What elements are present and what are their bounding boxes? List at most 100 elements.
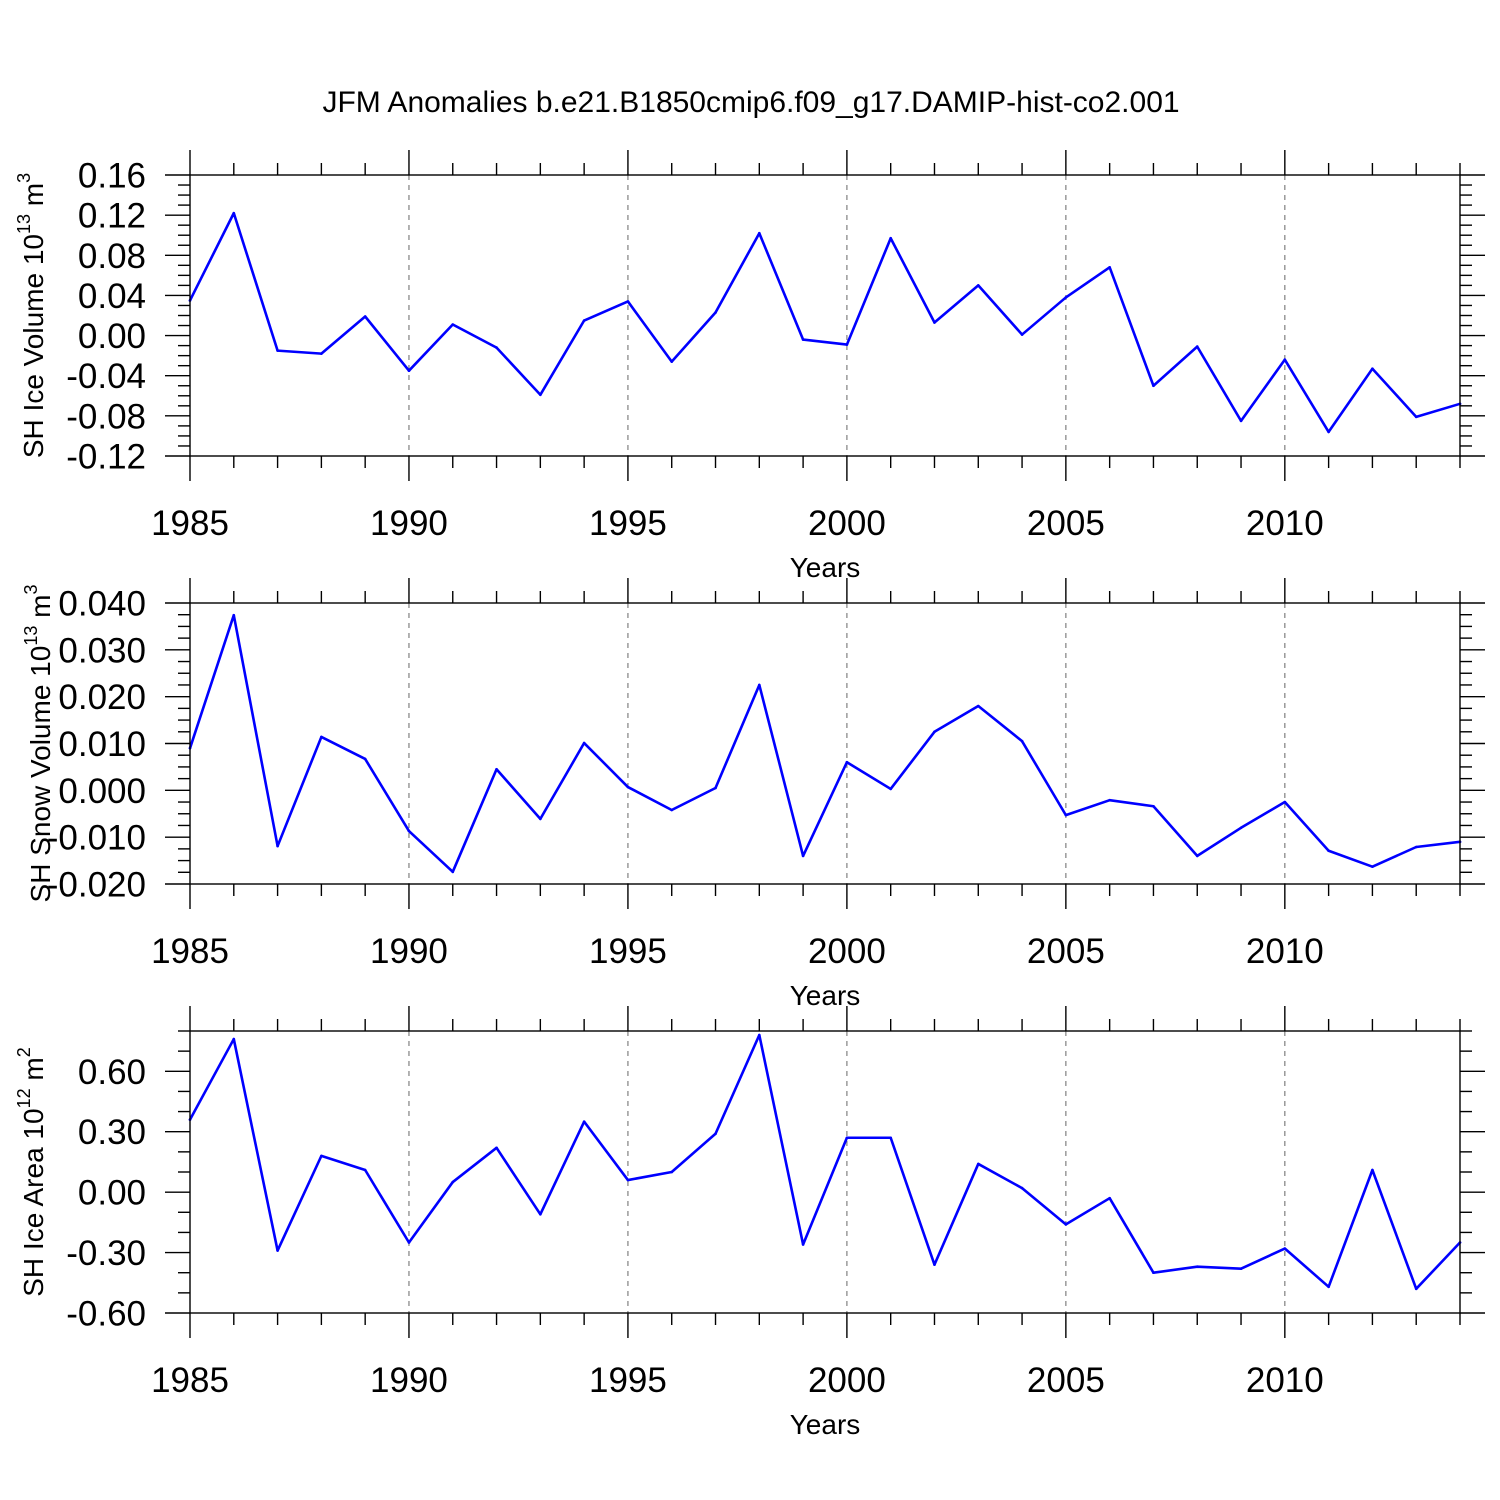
data-point-2005 [1064, 813, 1068, 817]
data-point-2010 [1283, 1247, 1287, 1250]
data-point-1998 [758, 683, 761, 687]
data-point-2002 [933, 321, 936, 324]
data-point-2009 [1239, 1267, 1243, 1270]
y-axis-title-text: m [25, 595, 56, 626]
data-point-1988 [320, 352, 323, 355]
data-point-1989 [363, 1168, 367, 1172]
x-tick-label: 2005 [1027, 1361, 1105, 1400]
y-tick-label: 0.000 [58, 772, 146, 811]
data-point-1990 [407, 829, 411, 833]
x-tick-label: 1985 [151, 1361, 229, 1400]
x-tick-label: 2005 [1027, 932, 1105, 971]
data-point-2002 [933, 730, 936, 734]
x-axis-title: Years [790, 980, 861, 1011]
y-axis-title-text: SH Ice Volume 10 [18, 234, 49, 458]
data-point-2006 [1108, 266, 1111, 269]
y-axis-title-text: m [18, 1057, 49, 1088]
data-point-2009 [1239, 419, 1243, 423]
y-axis-title-superscript: 2 [14, 1047, 34, 1057]
data-point-2012 [1371, 865, 1374, 868]
y-axis-title-text: SH Ice Area 10 [18, 1108, 49, 1296]
x-axis-ticks [189, 150, 1461, 481]
data-point-2013 [1414, 415, 1418, 419]
x-tick-label: 2000 [808, 1361, 886, 1400]
data-point-2003 [976, 704, 980, 708]
data-point-1994 [582, 319, 586, 322]
data-point-2000 [845, 1136, 849, 1140]
y-tick-label: -0.30 [66, 1234, 146, 1273]
x-tick-label: 2000 [808, 504, 886, 543]
data-point-2000 [845, 760, 849, 764]
data-point-2013 [1414, 1287, 1418, 1291]
data-point-1994 [582, 741, 586, 745]
y-tick-label: 0.08 [78, 237, 146, 276]
figure-title: JFM Anomalies b.e21.B1850cmip6.f09_g17.D… [322, 86, 1179, 119]
data-point-1988 [320, 1154, 323, 1158]
y-tick-label: 0.04 [78, 277, 146, 316]
data-point-1999 [801, 854, 805, 858]
data-point-2005 [1064, 1223, 1068, 1226]
data-point-1997 [714, 1132, 717, 1136]
data-point-1991 [451, 870, 455, 874]
data-point-1997 [714, 786, 717, 790]
chart-panel-1: 1985 1990 1995 2000 2005 2010 0.160.120.080.04… [14, 150, 1485, 583]
series-line [188, 211, 1462, 434]
x-axis-ticks [189, 578, 1461, 909]
y-tick-label: -0.60 [66, 1295, 146, 1334]
x-tick-label: 2000 [808, 932, 886, 971]
data-point-2008 [1195, 854, 1199, 858]
x-tick-label: 1985 [151, 932, 229, 971]
data-point-2001 [889, 236, 892, 240]
y-tick-label: 0.12 [78, 197, 146, 236]
data-point-2012 [1371, 367, 1374, 370]
data-point-2010 [1283, 358, 1287, 361]
y-tick-label: 0.030 [58, 631, 146, 670]
data-point-2008 [1195, 1265, 1199, 1268]
y-tick-label: 0.00 [78, 317, 146, 356]
x-tick-label: 2010 [1246, 1361, 1324, 1400]
y-axis-title-superscript: 13 [14, 214, 34, 234]
x-axis-title: Years [790, 552, 861, 583]
data-point-2013 [1414, 845, 1418, 849]
data-point-1996 [670, 808, 674, 812]
data-point-1989 [363, 315, 367, 318]
series-line [188, 613, 1462, 874]
data-point-2009 [1239, 826, 1243, 830]
data-point-2007 [1152, 804, 1155, 808]
data-point-2004 [1020, 739, 1024, 743]
data-point-2001 [889, 787, 892, 791]
data-point-2005 [1064, 296, 1068, 299]
data-point-1992 [495, 1146, 498, 1150]
x-tick-label: 1990 [370, 504, 448, 543]
x-tick-labels: 1985 1990 1995 2000 2005 2010 [151, 932, 1324, 971]
x-tick-label: 1985 [151, 504, 229, 543]
y-axis-title-text: SH Snow Volume 10 [25, 646, 56, 903]
data-point-2006 [1108, 1196, 1111, 1200]
data-point-1996 [670, 360, 674, 363]
data-point-1987 [276, 844, 279, 848]
data-point-1998 [758, 1033, 761, 1037]
data-point-1986 [232, 613, 236, 617]
data-point-1987 [276, 349, 279, 352]
data-point-1995 [626, 1178, 630, 1182]
data-point-1988 [320, 735, 323, 739]
y-axis-title-superscript: 3 [14, 173, 34, 183]
data-point-2007 [1152, 384, 1155, 388]
x-axis-title: Years [790, 1409, 861, 1440]
chart-panel-3: 1985 1990 1995 2000 2005 2010 0.60 0.30 0.00 -0.3… [14, 1006, 1485, 1440]
x-tick-label: 1995 [589, 504, 667, 543]
data-point-1986 [232, 1037, 236, 1041]
y-tick-label: 0.16 [78, 157, 146, 196]
data-point-1987 [276, 1249, 279, 1252]
data-point-2010 [1283, 800, 1287, 804]
y-axis-title-superscript: 3 [21, 585, 41, 595]
data-point-1986 [232, 211, 236, 215]
x-tick-labels: 1985 1990 1995 2000 2005 2010 [151, 504, 1324, 543]
x-tick-label: 2005 [1027, 504, 1105, 543]
data-point-2004 [1020, 1186, 1024, 1190]
y-tick-label: -0.04 [66, 357, 146, 396]
chart-panel-2: 1985 1990 1995 2000 2005 20100.0400.0300.0200… [21, 578, 1485, 1011]
data-point-2007 [1152, 1271, 1155, 1275]
